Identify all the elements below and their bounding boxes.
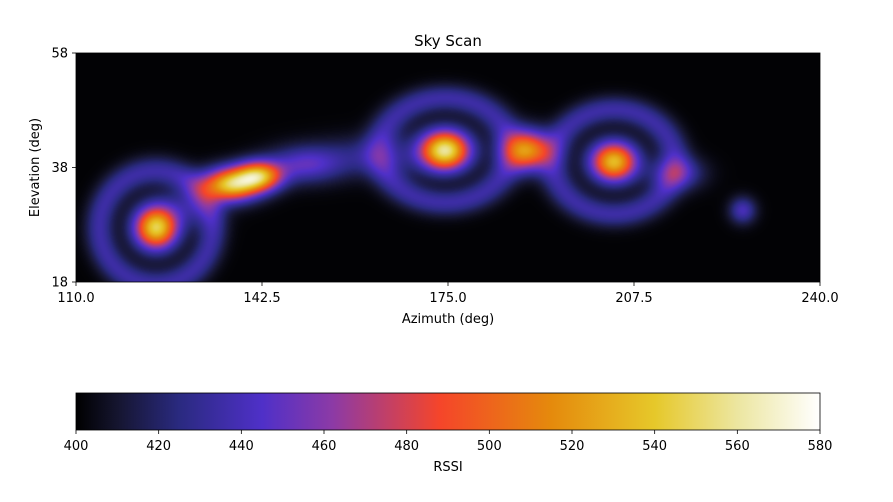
colorbar-tick-label: 400 [64, 439, 89, 454]
y-tick-label: 38 [51, 161, 68, 176]
colorbar-tick-label: 460 [312, 439, 337, 454]
colorbar-tick-label: 580 [808, 439, 833, 454]
x-axis-label: Azimuth (deg) [402, 312, 494, 327]
colorbar-tick-label: 500 [477, 439, 502, 454]
heatmap-image [76, 53, 820, 282]
heatmap-image-container [76, 53, 820, 282]
x-tick-label: 175.0 [429, 291, 466, 306]
colorbar-tick-label: 440 [229, 439, 254, 454]
colorbar-tick-label: 540 [642, 439, 667, 454]
y-tick-label: 58 [51, 47, 68, 62]
colorbar-tick-label: 560 [725, 439, 750, 454]
colorbar [75, 392, 821, 431]
x-tick-label: 240.0 [801, 291, 838, 306]
x-tick-label: 110.0 [57, 291, 94, 306]
colorbar-tick-label: 480 [394, 439, 419, 454]
colorbar-tick-label: 420 [146, 439, 171, 454]
y-axis: 18 38 58 [51, 47, 76, 291]
colorbar-tick-label: 520 [560, 439, 585, 454]
colorbar-label: RSSI [433, 460, 462, 475]
x-tick-label: 207.5 [615, 291, 652, 306]
y-tick-label: 18 [51, 276, 68, 291]
x-tick-label: 142.5 [243, 291, 280, 306]
colorbar-axis: 400 420 440 460 480 500 520 540 560 580 [64, 430, 833, 454]
y-axis-label: Elevation (deg) [28, 118, 43, 217]
chart-title: Sky Scan [414, 32, 482, 50]
x-axis: 110.0 142.5 175.0 207.5 240.0 [57, 282, 839, 306]
